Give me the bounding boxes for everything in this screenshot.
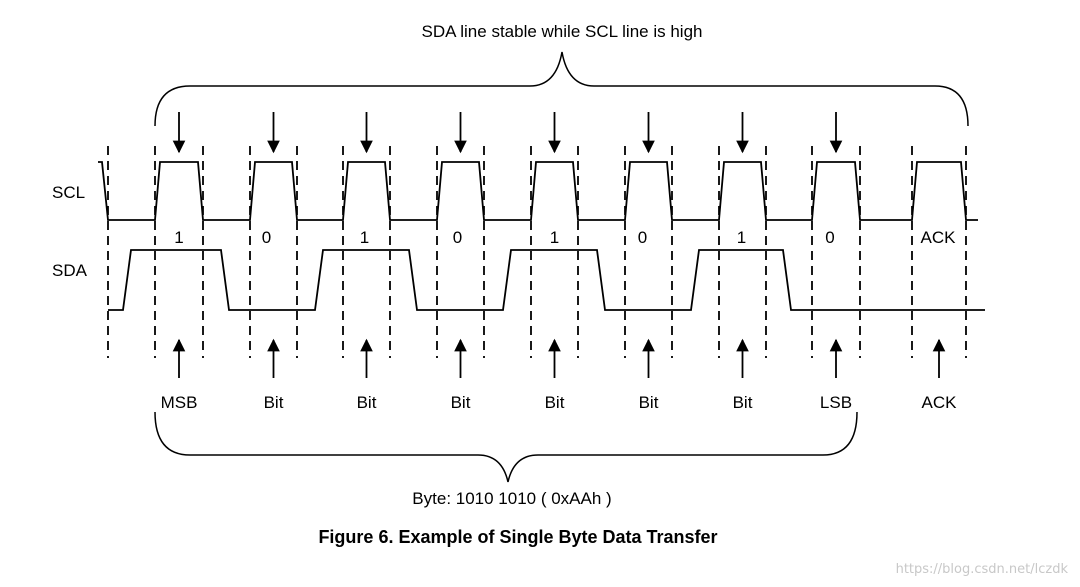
bit-value: 0 [825, 228, 834, 247]
bottom-caption: Byte: 1010 1010 ( 0xAAh ) [412, 489, 611, 508]
watermark: https://blog.csdn.net/lczdk [896, 562, 1069, 577]
bit-name: Bit [733, 393, 753, 412]
scl-waveform [98, 161, 978, 221]
bit-value: 0 [453, 228, 462, 247]
bit-name: Bit [357, 393, 377, 412]
bit-name: Bit [264, 393, 284, 412]
ack-value: ACK [921, 228, 957, 247]
top-brace [154, 51, 969, 127]
bit-value: 1 [550, 228, 559, 247]
bit-arrows [172, 338, 946, 378]
bit-name: LSB [820, 393, 852, 412]
bit-value: 1 [360, 228, 369, 247]
sda-label: SDA [52, 261, 88, 280]
figure-title: Figure 6. Example of Single Byte Data Tr… [318, 527, 717, 547]
bit-name: Bit [639, 393, 659, 412]
bit-values: 1 0 1 0 1 0 1 0 ACK [174, 228, 956, 247]
bottom-brace [154, 411, 858, 483]
bit-value: 0 [638, 228, 647, 247]
sample-arrows [172, 112, 843, 154]
bit-name: Bit [451, 393, 471, 412]
bit-names: MSB Bit Bit Bit Bit Bit Bit LSB ACK [161, 393, 958, 412]
bit-name: Bit [545, 393, 565, 412]
bit-name: MSB [161, 393, 198, 412]
timing-guides [107, 146, 967, 358]
bit-value: 0 [262, 228, 271, 247]
top-caption: SDA line stable while SCL line is high [422, 22, 703, 41]
sda-waveform [108, 249, 985, 311]
bit-value: 1 [174, 228, 183, 247]
bit-value: 1 [737, 228, 746, 247]
ack-name: ACK [922, 393, 958, 412]
scl-label: SCL [52, 183, 85, 202]
